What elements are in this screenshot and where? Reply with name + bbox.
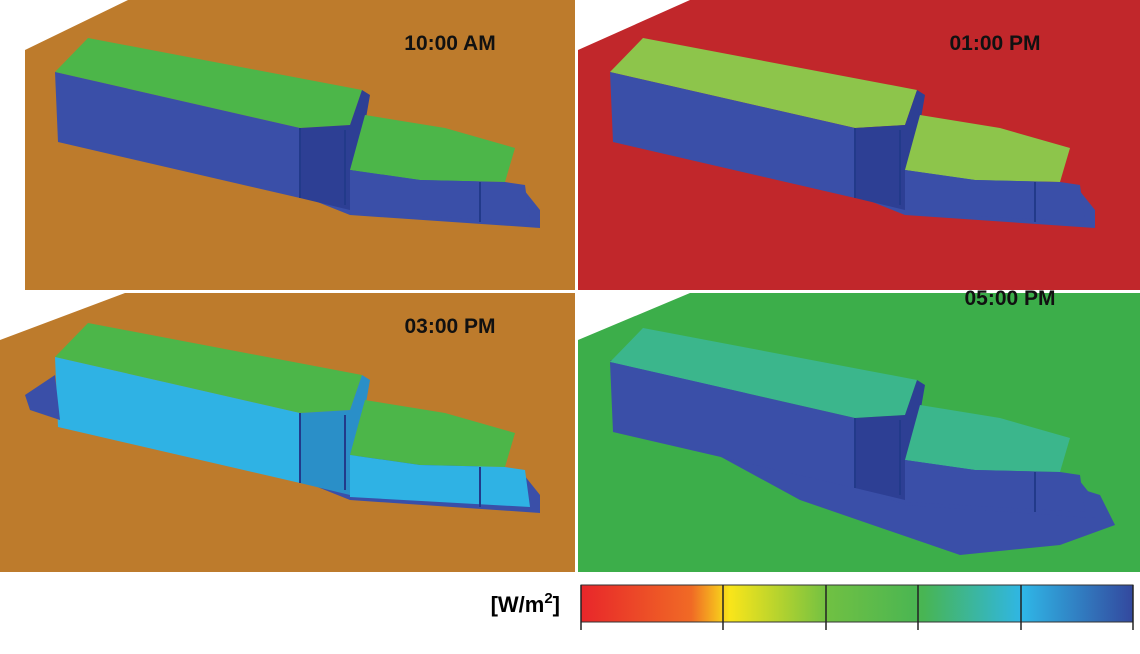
front-wall bbox=[55, 357, 300, 483]
lower-wall bbox=[905, 460, 1085, 512]
building bbox=[55, 323, 540, 513]
roof bbox=[610, 328, 917, 418]
panel-label: 05:00 PM bbox=[964, 287, 1055, 310]
roof bbox=[610, 38, 917, 128]
unit-text: [W/m bbox=[491, 592, 545, 617]
lower-roof bbox=[905, 115, 1070, 182]
lower-wall bbox=[350, 170, 530, 222]
panel: 05:00 PM bbox=[578, 287, 1140, 572]
lower-roof bbox=[350, 115, 515, 182]
panel: 03:00 PM bbox=[0, 293, 575, 572]
front-wall bbox=[610, 72, 855, 198]
roof bbox=[55, 38, 362, 128]
front-wall bbox=[610, 362, 855, 488]
ground-shadow bbox=[25, 375, 60, 420]
colorbar-unit: [W/m2] bbox=[491, 590, 560, 617]
colorbar-ticks bbox=[580, 585, 1134, 630]
building bbox=[55, 38, 540, 228]
lower-wall bbox=[350, 455, 530, 507]
colorbar bbox=[580, 584, 1134, 623]
lower-roof bbox=[350, 400, 515, 467]
lower-wall bbox=[905, 170, 1085, 222]
panel-label: 01:00 PM bbox=[949, 32, 1040, 55]
panel-label: 10:00 AM bbox=[404, 32, 495, 55]
panel: 01:00 PM bbox=[578, 0, 1140, 290]
panel: 10:00 AM bbox=[25, 0, 575, 290]
lower-roof bbox=[905, 405, 1070, 472]
roof bbox=[55, 323, 362, 413]
unit-exponent: 2 bbox=[544, 590, 552, 607]
panel-label: 03:00 PM bbox=[404, 315, 495, 338]
building bbox=[610, 328, 1095, 518]
unit-text: ] bbox=[553, 592, 560, 617]
building bbox=[610, 38, 1095, 228]
front-wall bbox=[55, 72, 300, 198]
